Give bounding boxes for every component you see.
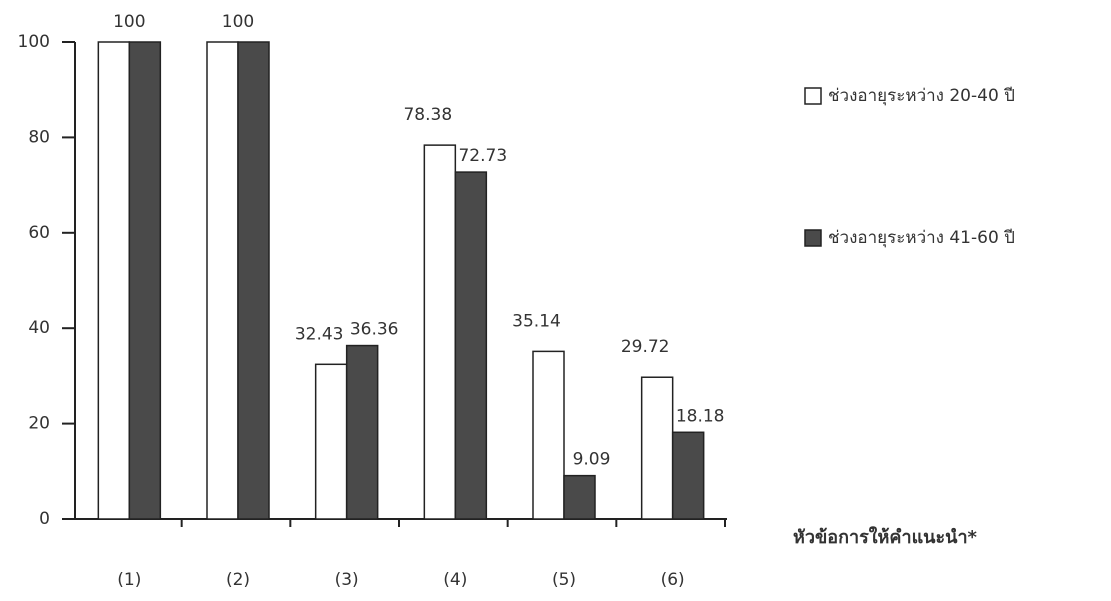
bar <box>423 144 457 520</box>
data-label: 100 <box>113 12 145 32</box>
legend-swatch <box>804 229 822 247</box>
x-tick-label: (1) <box>117 570 141 590</box>
y-tick-label: 0 <box>39 509 50 529</box>
bar <box>454 171 488 520</box>
x-axis-title: หัวข้อการให้คำแนะนำ* <box>793 526 978 548</box>
y-tick-label: 80 <box>28 127 50 147</box>
data-label: 35.14 <box>512 311 561 331</box>
bar <box>97 41 131 520</box>
legend-swatch <box>804 87 822 105</box>
x-tick-label: (2) <box>226 570 250 590</box>
bar <box>237 41 270 520</box>
data-label: 100 <box>222 12 254 32</box>
legend-label: ช่วงอายุระหว่าง 41-60 ปี <box>828 228 1015 248</box>
y-tick-label: 60 <box>28 223 50 243</box>
bar <box>671 431 705 520</box>
data-label: 9.09 <box>573 450 611 470</box>
legend-label: ช่วงอายุระหว่าง 20-40 ปี <box>828 86 1015 106</box>
bar <box>345 344 379 520</box>
x-tick-label: (6) <box>661 570 685 590</box>
data-label: 18.18 <box>676 406 725 426</box>
y-tick-label: 20 <box>28 414 50 434</box>
data-label: 78.38 <box>403 105 452 125</box>
bar <box>532 350 565 520</box>
data-label: 32.43 <box>295 324 344 344</box>
x-tick-label: (4) <box>443 570 467 590</box>
y-tick-label: 100 <box>18 32 50 52</box>
y-tick-label: 40 <box>28 318 50 338</box>
data-label: 36.36 <box>350 320 399 340</box>
x-tick-label: (5) <box>552 570 576 590</box>
bar <box>563 474 596 520</box>
data-label: 29.72 <box>621 337 670 357</box>
bar <box>206 41 239 520</box>
x-tick-label: (3) <box>335 570 359 590</box>
bar <box>314 363 348 520</box>
bar <box>128 41 162 520</box>
bar <box>640 376 674 520</box>
data-label: 72.73 <box>458 146 507 166</box>
